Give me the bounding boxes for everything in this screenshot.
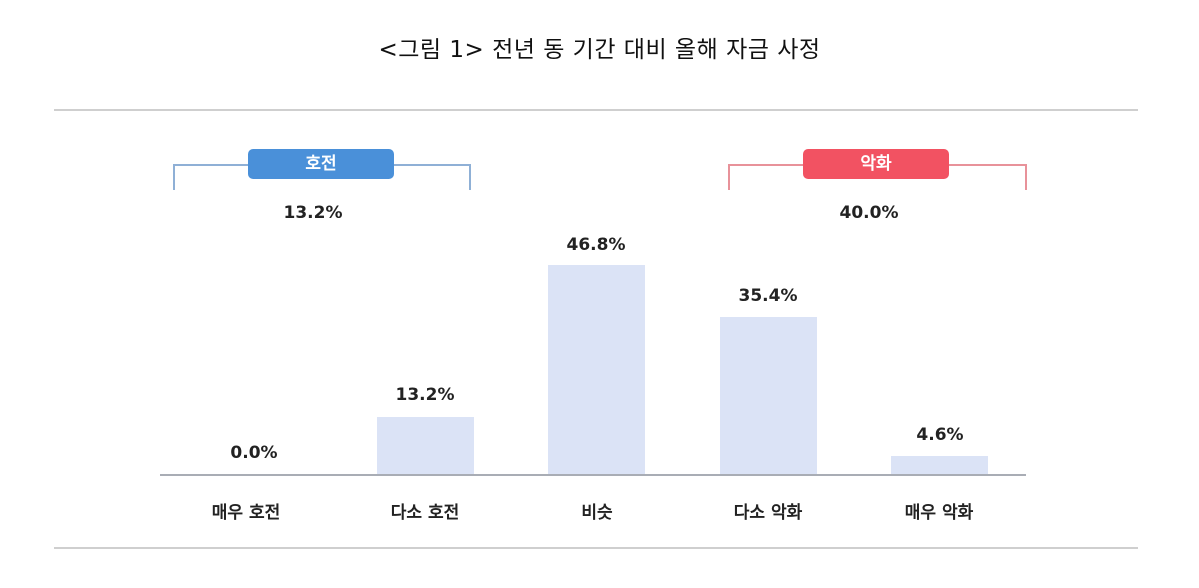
category-similar: 비슷	[581, 503, 613, 523]
bar-label-very-improve: 0.0%	[230, 443, 278, 463]
bar-label-somewhat-improve: 13.2%	[395, 385, 455, 405]
category-very-improve: 매우 호전	[211, 503, 281, 523]
top-divider	[54, 109, 1138, 111]
improve-badge: 호전	[248, 149, 394, 179]
bar-label-similar: 46.8%	[566, 235, 626, 255]
bar-very-worsen	[891, 456, 988, 474]
bar-somewhat-improve	[377, 417, 474, 474]
bar-label-very-worsen: 4.6%	[916, 425, 964, 445]
worsen-total-value: 40.0%	[839, 203, 899, 223]
x-axis-baseline	[160, 474, 1026, 476]
category-very-worsen: 매우 악화	[904, 503, 974, 523]
chart-title: <그림 1> 전년 동 기간 대비 올해 자금 사정	[378, 37, 821, 63]
worsen-badge: 악화	[803, 149, 949, 179]
category-somewhat-improve: 다소 호전	[390, 503, 460, 523]
bar-somewhat-worsen	[720, 317, 817, 474]
category-somewhat-worsen: 다소 악화	[733, 503, 803, 523]
bar-label-somewhat-worsen: 35.4%	[738, 286, 798, 306]
bar-similar	[548, 265, 645, 474]
improve-total-value: 13.2%	[283, 203, 343, 223]
bottom-divider	[54, 547, 1138, 549]
